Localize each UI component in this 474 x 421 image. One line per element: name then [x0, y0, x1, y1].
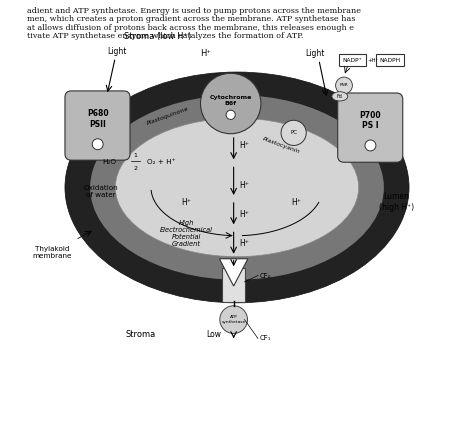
Text: Oxidation
of water: Oxidation of water — [83, 185, 118, 198]
Text: CF₁: CF₁ — [260, 336, 272, 341]
FancyBboxPatch shape — [65, 91, 130, 160]
Circle shape — [226, 110, 235, 120]
Text: PC: PC — [290, 131, 297, 136]
Circle shape — [201, 73, 261, 134]
FancyBboxPatch shape — [337, 93, 403, 162]
Circle shape — [92, 139, 103, 149]
Text: H⁺: H⁺ — [200, 49, 211, 58]
Ellipse shape — [90, 95, 384, 280]
FancyBboxPatch shape — [338, 54, 366, 66]
Text: H⁺: H⁺ — [239, 141, 249, 150]
Text: NADP⁺: NADP⁺ — [343, 58, 362, 63]
Text: H⁺: H⁺ — [239, 239, 249, 248]
Text: H⁺: H⁺ — [239, 181, 249, 190]
Circle shape — [365, 140, 376, 151]
Circle shape — [336, 77, 352, 94]
FancyBboxPatch shape — [222, 268, 245, 302]
Text: 1: 1 — [134, 153, 137, 158]
Text: Plastoquinone: Plastoquinone — [146, 106, 190, 126]
Text: CF₀: CF₀ — [260, 272, 272, 279]
Text: ATP
synthetase: ATP synthetase — [221, 315, 246, 324]
Polygon shape — [219, 259, 248, 286]
Text: Plastocyanin: Plastocyanin — [262, 136, 301, 155]
Text: Stroma (low H⁺): Stroma (low H⁺) — [124, 32, 191, 41]
Text: H⁺: H⁺ — [239, 210, 249, 219]
Circle shape — [220, 306, 247, 333]
Text: H₂O: H₂O — [102, 159, 116, 165]
Text: Lumen
(high H⁺): Lumen (high H⁺) — [379, 192, 414, 212]
Text: tivate ATP synthetase enzyme which catalyzes the formation of ATP.: tivate ATP synthetase enzyme which catal… — [27, 32, 303, 40]
Text: Cytochrome
B6f: Cytochrome B6f — [210, 95, 252, 106]
Text: +H⁺: +H⁺ — [367, 58, 378, 63]
Text: H⁺: H⁺ — [182, 197, 191, 207]
Text: Light: Light — [305, 49, 324, 58]
Text: NADPH: NADPH — [380, 58, 401, 63]
Text: Light: Light — [108, 48, 127, 56]
Text: High
Electrochemical
Potential
Gradient: High Electrochemical Potential Gradient — [160, 220, 213, 247]
Text: Stroma: Stroma — [125, 330, 155, 339]
Text: Low: Low — [206, 330, 221, 339]
FancyBboxPatch shape — [376, 54, 404, 66]
Text: FNR: FNR — [340, 83, 348, 88]
Text: P700
PS I: P700 PS I — [360, 111, 381, 130]
Text: H⁺: H⁺ — [291, 197, 301, 207]
Text: 2: 2 — [134, 165, 137, 171]
Text: at allows diffusion of protons back across the membrane, this releases enough e: at allows diffusion of protons back acro… — [27, 24, 354, 32]
Ellipse shape — [115, 118, 359, 257]
Text: P680
PSII: P680 PSII — [87, 109, 109, 129]
Text: O₂ + H⁺: O₂ + H⁺ — [147, 159, 175, 165]
Ellipse shape — [65, 72, 409, 303]
Text: Fd: Fd — [337, 94, 343, 99]
Text: Thylakoid
membrane: Thylakoid membrane — [33, 246, 72, 259]
Ellipse shape — [332, 92, 348, 101]
Circle shape — [281, 120, 306, 146]
Text: men, which creates a proton gradient across the membrane. ATP synthetase has: men, which creates a proton gradient acr… — [27, 16, 356, 24]
Text: adient and ATP synthetase. Energy is used to pump protons across the membrane: adient and ATP synthetase. Energy is use… — [27, 7, 361, 15]
